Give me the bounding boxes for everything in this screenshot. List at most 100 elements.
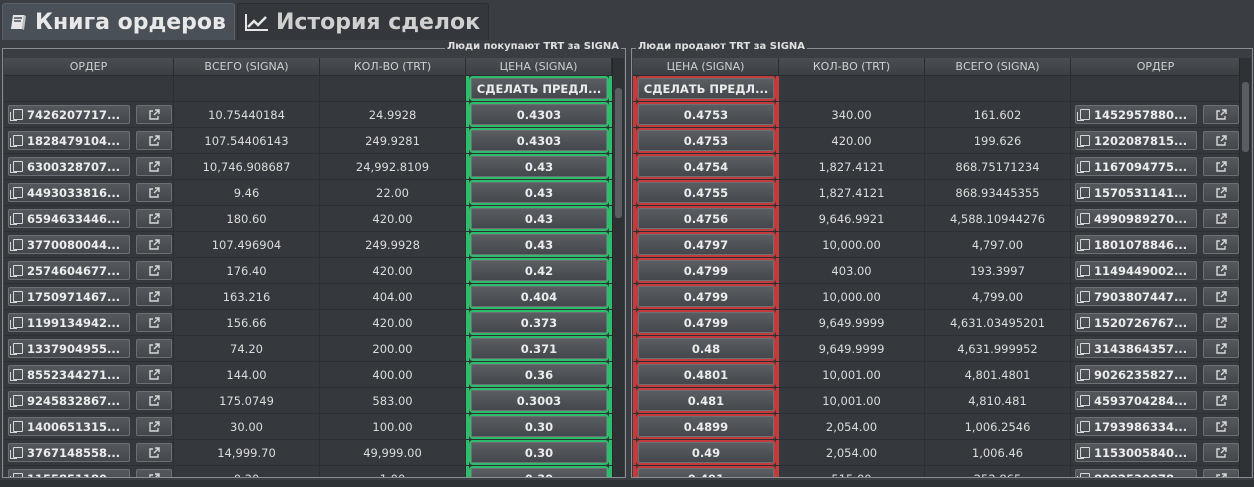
open-order-button[interactable] — [1203, 235, 1239, 254]
price-button[interactable]: 0.4799 — [638, 286, 774, 307]
price-button[interactable]: 0.30 — [471, 468, 607, 477]
table-row[interactable]: 1828479104... 107.54406143 249.9281 0.430… — [4, 128, 624, 154]
price-button[interactable]: 0.4753 — [638, 104, 774, 125]
table-row[interactable]: 0.491 515.00252.865 8892530078... — [633, 466, 1251, 477]
order-id-button[interactable]: 1400651315... — [8, 417, 130, 436]
table-row[interactable]: 3770080044... 107.496904 249.9928 0.43 — [4, 232, 624, 258]
price-button[interactable]: 0.42 — [471, 260, 607, 281]
open-order-button[interactable] — [136, 131, 172, 150]
table-row[interactable]: 1199134942... 156.66 420.00 0.373 — [4, 310, 624, 336]
open-order-button[interactable] — [136, 183, 172, 202]
order-id-button[interactable]: 1828479104... — [8, 131, 130, 150]
order-id-button[interactable]: 1801078846... — [1075, 235, 1197, 254]
tab-order-book[interactable]: Книга ордеров — [2, 3, 235, 40]
table-row[interactable]: 1337904955... 74.20 200.00 0.371 — [4, 336, 624, 362]
open-order-button[interactable] — [136, 443, 172, 462]
order-id-button[interactable]: 1452957880... — [1075, 105, 1197, 124]
buy-col-price[interactable]: ЦЕНА (SIGNA) — [466, 58, 612, 75]
price-button[interactable]: 0.4801 — [638, 364, 774, 385]
price-button[interactable]: 0.30 — [471, 416, 607, 437]
price-button[interactable]: 0.4303 — [471, 130, 607, 151]
open-order-button[interactable] — [136, 417, 172, 436]
table-row[interactable]: 0.4753 340.00 161.602 1452957880... — [633, 102, 1251, 128]
open-order-button[interactable] — [1203, 443, 1239, 462]
price-button[interactable]: 0.4754 — [638, 156, 774, 177]
open-order-button[interactable] — [1203, 131, 1239, 150]
order-id-button[interactable]: 4990989270... — [1075, 209, 1197, 228]
order-id-button[interactable]: 1153005840... — [1075, 443, 1197, 462]
order-id-button[interactable]: 1750971467... — [8, 287, 130, 306]
price-button[interactable]: 0.4799 — [638, 260, 774, 281]
price-button[interactable]: 0.404 — [471, 286, 607, 307]
price-button[interactable]: 0.481 — [638, 390, 774, 411]
price-button[interactable]: 0.4799 — [638, 312, 774, 333]
open-order-button[interactable] — [1203, 339, 1239, 358]
order-id-button[interactable]: 8552344271... — [8, 365, 130, 384]
price-button[interactable]: 0.36 — [471, 364, 607, 385]
buy-col-order[interactable]: ОРДЕР — [4, 58, 174, 75]
order-id-button[interactable]: 9245832867... — [8, 391, 130, 410]
table-row[interactable]: 4493033816... 9.46 22.00 0.43 — [4, 180, 624, 206]
open-order-button[interactable] — [136, 261, 172, 280]
price-button[interactable]: 0.373 — [471, 312, 607, 333]
price-button[interactable]: 0.4755 — [638, 182, 774, 203]
table-row[interactable]: 7426207717... 10.75440184 24.9928 0.4303 — [4, 102, 624, 128]
buy-scroll-thumb[interactable] — [615, 88, 622, 218]
open-order-button[interactable] — [1203, 157, 1239, 176]
order-id-button[interactable]: 7903807447... — [1075, 287, 1197, 306]
price-button[interactable]: 0.43 — [471, 156, 607, 177]
open-order-button[interactable] — [1203, 391, 1239, 410]
price-button[interactable]: 0.43 — [471, 208, 607, 229]
open-order-button[interactable] — [136, 105, 172, 124]
buy-make-offer-button[interactable]: СДЕЛАТЬ ПРЕДЛ... — [471, 78, 607, 99]
table-row[interactable]: 1400651315... 30.00 100.00 0.30 — [4, 414, 624, 440]
price-button[interactable]: 0.4797 — [638, 234, 774, 255]
order-id-button[interactable]: 1337904955... — [8, 339, 130, 358]
table-row[interactable]: 2574604677... 176.40 420.00 0.42 — [4, 258, 624, 284]
order-id-button[interactable]: 6594633446... — [8, 209, 130, 228]
order-id-button[interactable]: 6300328707... — [8, 157, 130, 176]
open-order-button[interactable] — [1203, 183, 1239, 202]
order-id-button[interactable]: 3770080044... — [8, 235, 130, 254]
sell-col-price[interactable]: ЦЕНА (SIGNA) — [633, 58, 779, 75]
price-button[interactable]: 0.43 — [471, 234, 607, 255]
order-id-button[interactable]: 1199134942... — [8, 313, 130, 332]
price-button[interactable]: 0.371 — [471, 338, 607, 359]
table-row[interactable]: 1155851180... 0.301.00 0.30 — [4, 466, 624, 477]
table-row[interactable]: 0.4799 9,649.9999 4,631.03495201 15207267… — [633, 310, 1251, 336]
open-order-button[interactable] — [136, 391, 172, 410]
table-row[interactable]: 8552344271... 144.00 400.00 0.36 — [4, 362, 624, 388]
order-id-button[interactable]: 2574604677... — [8, 261, 130, 280]
table-row[interactable]: 0.4755 1,827.4121 868.93445355 1570531141… — [633, 180, 1251, 206]
order-id-button[interactable]: 8892530078... — [1075, 469, 1197, 477]
open-order-button[interactable] — [136, 365, 172, 384]
open-order-button[interactable] — [1203, 209, 1239, 228]
open-order-button[interactable] — [1203, 365, 1239, 384]
table-row[interactable]: 0.4899 2,054.00 1,006.2546 1793986334... — [633, 414, 1251, 440]
order-id-button[interactable]: 1149449002... — [1075, 261, 1197, 280]
table-row[interactable]: 0.4797 10,000.00 4,797.00 1801078846... — [633, 232, 1251, 258]
table-row[interactable]: 6594633446... 180.60 420.00 0.43 — [4, 206, 624, 232]
order-id-button[interactable]: 4593704284... — [1075, 391, 1197, 410]
table-row[interactable]: 0.4801 10,001.00 4,801.4801 9026235827... — [633, 362, 1251, 388]
order-id-button[interactable]: 3767148558... — [8, 443, 130, 462]
table-row[interactable]: 3767148558... 14,999.70 49,999.00 0.30 — [4, 440, 624, 466]
order-id-button[interactable]: 1520726767... — [1075, 313, 1197, 332]
order-id-button[interactable]: 9026235827... — [1075, 365, 1197, 384]
price-button[interactable]: 0.48 — [638, 338, 774, 359]
buy-col-total[interactable]: ВСЕГО (SIGNA) — [174, 58, 320, 75]
table-row[interactable]: 0.4799 10,000.00 4,799.00 7903807447... — [633, 284, 1251, 310]
sell-scrollbar[interactable] — [1239, 58, 1251, 477]
price-button[interactable]: 0.49 — [638, 442, 774, 463]
tab-trade-history[interactable]: История сделок — [236, 3, 490, 40]
order-id-button[interactable]: 3143864357... — [1075, 339, 1197, 358]
buy-scrollbar[interactable] — [612, 58, 624, 477]
price-button[interactable]: 0.43 — [471, 182, 607, 203]
open-order-button[interactable] — [1203, 261, 1239, 280]
open-order-button[interactable] — [1203, 287, 1239, 306]
sell-col-total[interactable]: ВСЕГО (SIGNA) — [925, 58, 1071, 75]
open-order-button[interactable] — [136, 287, 172, 306]
open-order-button[interactable] — [136, 469, 172, 477]
sell-make-offer-button[interactable]: СДЕЛАТЬ ПРЕДЛ... — [638, 78, 774, 99]
order-id-button[interactable]: 1167094775... — [1075, 157, 1197, 176]
